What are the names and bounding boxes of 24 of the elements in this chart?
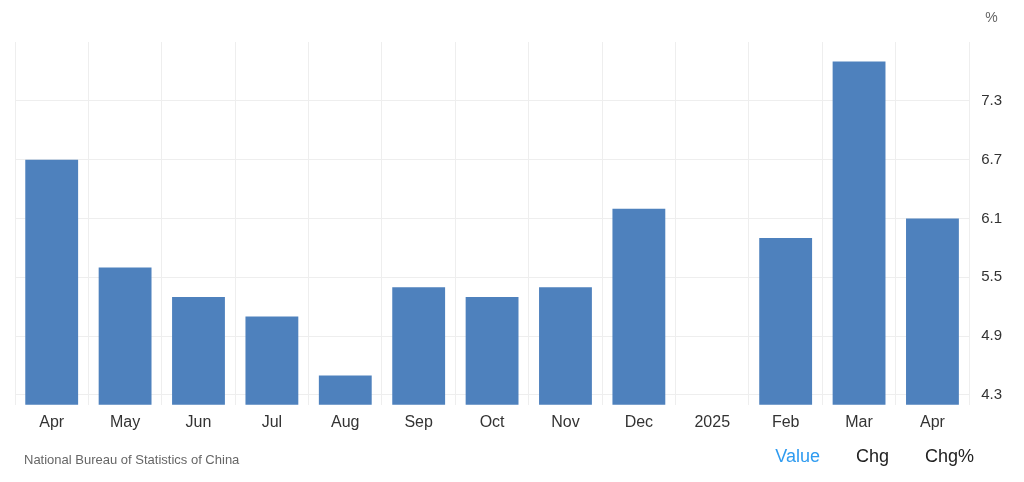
x-tick-label: Feb <box>771 412 800 430</box>
x-tick-label: Jun <box>185 412 212 430</box>
x-tick-label: Aug <box>331 412 360 430</box>
y-tick-label: 4.9 <box>981 326 1003 344</box>
text: Chg <box>855 446 889 467</box>
x-tick-label: Apr <box>920 412 946 430</box>
x-tick-label: Nov <box>551 412 580 430</box>
x-tick-label: Oct <box>479 412 506 430</box>
x-tick-label: 2025 <box>694 412 731 430</box>
y-tick-label: 7.3 <box>981 90 1003 108</box>
y-tick-label: 6.1 <box>981 208 1003 226</box>
text: National Bureau of Statistics of China <box>24 452 240 467</box>
y-tick-label: 4.3 <box>981 385 1003 403</box>
x-tick-label: Dec <box>624 412 654 430</box>
y-tick-label: 5.5 <box>981 267 1003 285</box>
y-tick-label: 6.7 <box>981 149 1003 167</box>
text: Chg% <box>924 446 974 467</box>
x-tick-label: Sep <box>404 412 434 430</box>
x-tick-label: Mar <box>845 412 874 430</box>
y-axis-title: % <box>985 9 998 25</box>
x-tick-label: May <box>109 412 141 430</box>
text: Value <box>775 446 820 467</box>
x-tick-label: Apr <box>39 412 65 430</box>
x-tick-label: Jul <box>261 412 283 430</box>
